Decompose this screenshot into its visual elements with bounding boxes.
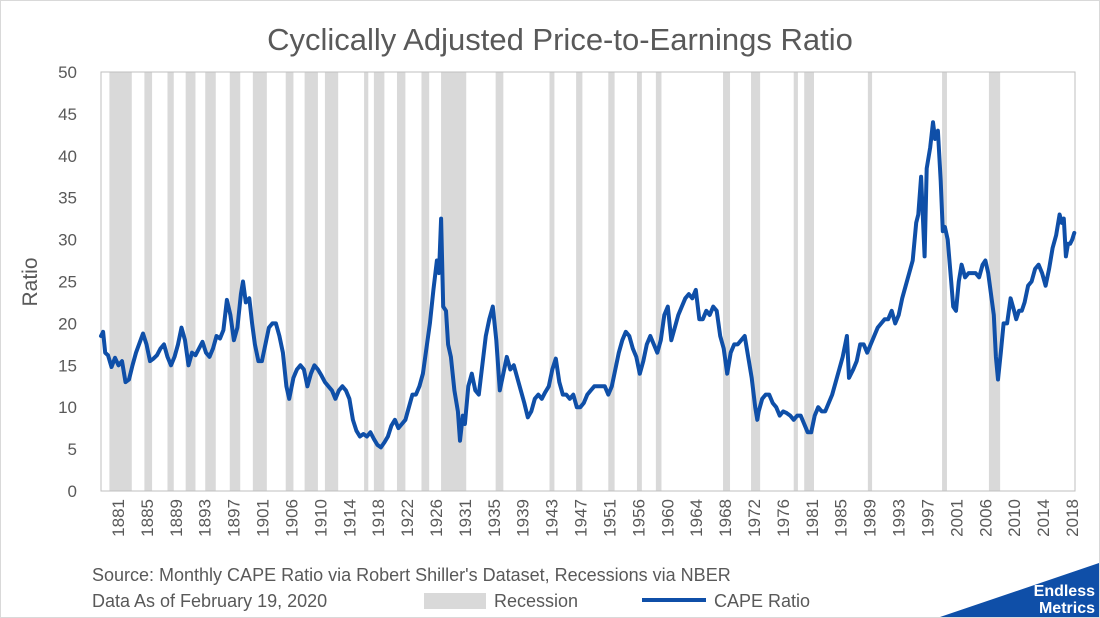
recession-band <box>495 72 504 491</box>
x-tick-label: 1910 <box>311 499 330 537</box>
x-tick-label: 1956 <box>629 499 648 537</box>
recession-band <box>167 72 174 491</box>
recession-band <box>252 72 267 491</box>
x-tick-label: 1951 <box>601 499 620 537</box>
recession-band <box>373 72 385 491</box>
y-tick-label: 0 <box>68 482 77 501</box>
y-tick-label: 35 <box>58 189 77 208</box>
y-tick-label: 30 <box>58 231 77 250</box>
recession-band <box>109 72 132 491</box>
y-tick-label: 45 <box>58 105 77 124</box>
x-tick-label: 1981 <box>803 499 822 537</box>
legend-recession-swatch <box>424 593 486 609</box>
x-tick-label: 1968 <box>716 499 735 537</box>
x-tick-label: 1918 <box>369 499 388 537</box>
cape-line-layer <box>99 120 1077 450</box>
x-tick-label: 1922 <box>398 499 417 537</box>
y-axis-label: Ratio <box>19 257 42 306</box>
recession-band <box>205 72 216 491</box>
recession-band <box>549 72 555 491</box>
data-date-note: Data As of February 19, 2020 <box>92 591 327 611</box>
recession-band <box>942 72 947 491</box>
y-tick-label: 5 <box>68 440 77 459</box>
x-tick-label: 1889 <box>167 499 186 537</box>
recession-band <box>988 72 1001 491</box>
recession-band <box>421 72 430 491</box>
recession-band <box>396 72 406 491</box>
x-tick-label: 1943 <box>543 499 562 537</box>
y-tick-label: 50 <box>58 63 77 82</box>
recession-band <box>364 72 369 491</box>
x-tick-label: 1901 <box>254 499 273 537</box>
x-tick-label: 1964 <box>687 499 706 537</box>
y-tick-label: 10 <box>58 398 77 417</box>
recession-band <box>304 72 318 491</box>
y-tick-labels: 0 5 10 15 20 25 30 35 40 45 50 <box>58 63 77 501</box>
recession-bands <box>109 72 1001 491</box>
x-tick-label: 1997 <box>919 499 938 537</box>
x-tick-label: 2001 <box>947 499 966 537</box>
source-note: Source: Monthly CAPE Ratio via Robert Sh… <box>92 565 731 585</box>
x-tick-labels: 1881 1885 1889 1893 1897 1901 1906 1910 1914 1918… <box>109 499 1082 537</box>
x-tick-label: 2018 <box>1063 499 1082 537</box>
x-tick-label: 1939 <box>514 499 533 537</box>
recession-band <box>867 72 873 491</box>
axes <box>100 71 1076 492</box>
recession-band <box>655 72 662 491</box>
x-tick-label: 2006 <box>976 499 995 537</box>
y-tick-label: 15 <box>58 356 77 375</box>
x-tick-label: 1972 <box>745 499 764 537</box>
plot-area-border <box>100 71 1076 492</box>
recession-band <box>324 72 339 491</box>
x-tick-label: 1914 <box>340 499 359 537</box>
recession-band <box>723 72 731 491</box>
recession-band <box>608 72 615 491</box>
chart-title: Cyclically Adjusted Price-to-Earnings Ra… <box>267 22 853 57</box>
recession-band <box>285 72 294 491</box>
recession-band <box>793 72 798 491</box>
x-tick-label: 1976 <box>774 499 793 537</box>
x-tick-label: 1960 <box>658 499 677 537</box>
x-tick-label: 1885 <box>138 499 157 537</box>
y-tick-label: 40 <box>58 147 77 166</box>
y-tick-label: 20 <box>58 314 77 333</box>
legend-recession-label: Recession <box>494 591 578 611</box>
x-tick-label: 1935 <box>485 499 504 537</box>
recession-band <box>229 72 241 491</box>
brand-logo-line1: Endless <box>1034 583 1095 600</box>
recession-band <box>185 72 196 491</box>
y-tick-label: 25 <box>58 273 77 292</box>
x-tick-label: 1947 <box>572 499 591 537</box>
x-tick-label: 1897 <box>225 499 244 537</box>
x-tick-label: 1906 <box>283 499 302 537</box>
brand-logo-line2: Metrics <box>1039 600 1095 617</box>
x-tick-label: 1881 <box>109 499 128 537</box>
x-tick-label: 1926 <box>427 499 446 537</box>
x-tick-label: 1893 <box>196 499 215 537</box>
x-tick-label: 2010 <box>1005 499 1024 537</box>
x-tick-label: 1993 <box>890 499 909 537</box>
brand-logo-shape <box>940 563 1099 617</box>
recession-band <box>751 72 761 491</box>
recession-band <box>636 72 642 491</box>
cape-ratio-line <box>99 120 1077 450</box>
x-tick-label: 1985 <box>832 499 851 537</box>
x-tick-label: 1931 <box>456 499 475 537</box>
recession-band <box>144 72 153 491</box>
x-tick-label: 1989 <box>861 499 880 537</box>
x-tick-label: 2014 <box>1034 499 1053 537</box>
legend-cape-label: CAPE Ratio <box>714 591 810 611</box>
recession-band <box>576 72 583 491</box>
recession-band <box>804 72 815 491</box>
